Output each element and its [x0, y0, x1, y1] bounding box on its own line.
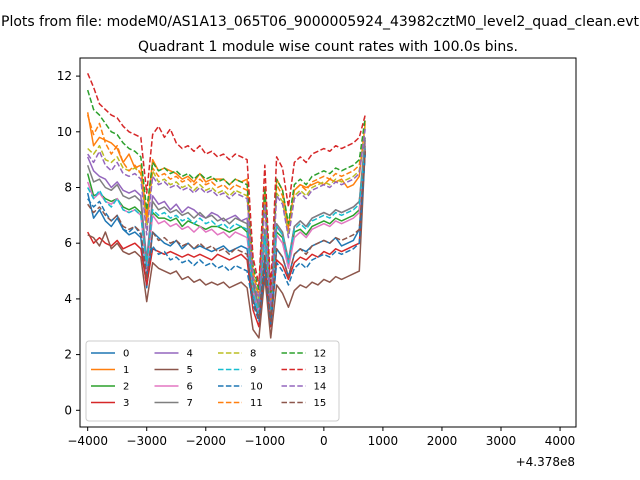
series-line-6 — [86, 142, 366, 317]
x-tick-label: 1000 — [368, 434, 399, 448]
legend-label-6: 6 — [187, 382, 193, 393]
y-tick-label: 10 — [57, 125, 72, 139]
series-line-10 — [87, 154, 366, 325]
legend-label-0: 0 — [123, 349, 129, 360]
axes-frame — [79, 57, 577, 428]
series-line-13 — [86, 73, 366, 292]
legend-label-8: 8 — [250, 349, 256, 360]
series-line-15 — [87, 151, 366, 322]
legend-label-12: 12 — [314, 349, 327, 360]
y-axis: 0 2 4 6 8 10 12 — [57, 69, 80, 417]
x-tick-label: 4000 — [545, 434, 576, 448]
x-tick-label: 0 — [320, 434, 328, 448]
legend-label-14: 14 — [314, 382, 327, 393]
axes-title: Quadrant 1 module wise count rates with … — [138, 39, 518, 55]
legend-label-1: 1 — [123, 365, 129, 376]
series-line-14 — [87, 128, 366, 308]
legend-frame — [85, 340, 340, 422]
legend-label-15: 15 — [314, 398, 327, 409]
legend-label-5: 5 — [187, 365, 193, 376]
figure-suptitle: Plots from file: modeM0/AS1A13_065T06_90… — [1, 14, 639, 30]
legend-label-13: 13 — [314, 365, 327, 376]
series-line-5 — [87, 148, 366, 339]
x-tick-label: 2000 — [427, 434, 458, 448]
y-tick-label: 12 — [57, 69, 72, 83]
series-line-8 — [87, 126, 366, 306]
series-line-11 — [86, 114, 366, 303]
series-line-2 — [86, 145, 366, 311]
y-tick-label: 2 — [64, 348, 72, 362]
legend-label-4: 4 — [187, 349, 193, 360]
y-tick-label: 4 — [64, 292, 72, 306]
x-tick-label: −1000 — [245, 434, 286, 448]
legend-label-10: 10 — [250, 382, 263, 393]
y-tick-label: 0 — [64, 403, 72, 417]
legend-label-7: 7 — [187, 398, 193, 409]
x-axis: −4000 −3000 −2000 −1000 0 1000 2000 3000 4000 — [67, 427, 575, 448]
y-tick-label: 8 — [64, 180, 72, 194]
legend-label-11: 11 — [250, 398, 263, 409]
legend-label-9: 9 — [250, 365, 256, 376]
legend-label-3: 3 — [123, 398, 129, 409]
x-axis-offset-label: +4.378e8 — [516, 455, 575, 469]
legend-label-2: 2 — [123, 382, 129, 393]
series-line-12 — [86, 89, 366, 297]
y-tick-label: 6 — [64, 236, 72, 250]
series-line-9 — [87, 148, 366, 320]
x-tick-label: 3000 — [486, 434, 517, 448]
x-tick-label: −2000 — [185, 434, 226, 448]
series-line-7 — [86, 137, 366, 314]
x-tick-label: −4000 — [67, 434, 108, 448]
series-layer — [86, 73, 366, 339]
x-tick-label: −3000 — [126, 434, 167, 448]
